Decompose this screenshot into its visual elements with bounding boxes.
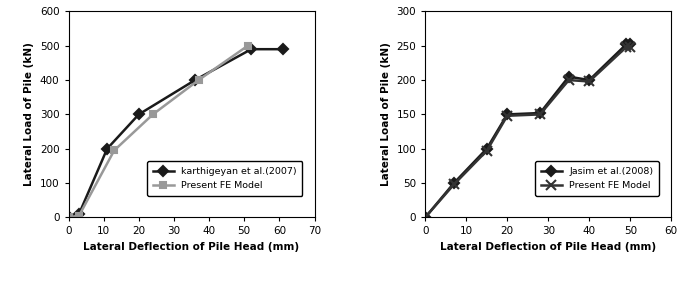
karthigeyan et al.(2007): [103, 147, 111, 150]
Present FE Model: [195, 78, 203, 82]
Present FE Model: [622, 45, 630, 49]
karthigeyan et al.(2007): [135, 113, 143, 116]
Present FE Model: [483, 149, 491, 152]
Jasim et al.(2008): [450, 181, 458, 185]
Line: Present FE Model: Present FE Model: [65, 42, 251, 221]
Line: Jasim et al.(2008): Jasim et al.(2008): [422, 41, 634, 221]
karthigeyan et al.(2007): [64, 216, 73, 219]
Jasim et al.(2008): [421, 216, 429, 219]
Jasim et al.(2008): [564, 75, 573, 78]
Y-axis label: Lateral Load of Pile (kN): Lateral Load of Pile (kN): [381, 42, 391, 186]
Legend: Jasim et al.(2008), Present FE Model: Jasim et al.(2008), Present FE Model: [536, 161, 659, 196]
Present FE Model: [536, 113, 544, 116]
Present FE Model: [450, 183, 458, 186]
Present FE Model: [503, 114, 512, 118]
Line: Present FE Model: Present FE Model: [421, 42, 635, 222]
Present FE Model: [64, 216, 73, 219]
Present FE Model: [585, 80, 593, 83]
Jasim et al.(2008): [503, 113, 512, 116]
Legend: karthigeyan et al.(2007), Present FE Model: karthigeyan et al.(2007), Present FE Mod…: [147, 161, 303, 196]
Jasim et al.(2008): [483, 147, 491, 150]
Y-axis label: Lateral Load of Pile (kN): Lateral Load of Pile (kN): [24, 42, 34, 186]
karthigeyan et al.(2007): [75, 212, 83, 216]
X-axis label: Lateral Deflection of Pile Head (mm): Lateral Deflection of Pile Head (mm): [440, 242, 656, 252]
Jasim et al.(2008): [585, 78, 593, 82]
Present FE Model: [75, 214, 83, 217]
karthigeyan et al.(2007): [279, 47, 287, 51]
Present FE Model: [110, 149, 119, 152]
Jasim et al.(2008): [622, 43, 630, 46]
Present FE Model: [244, 44, 252, 47]
Present FE Model: [626, 45, 634, 49]
Present FE Model: [149, 113, 157, 116]
karthigeyan et al.(2007): [247, 47, 256, 51]
X-axis label: Lateral Deflection of Pile Head (mm): Lateral Deflection of Pile Head (mm): [84, 242, 299, 252]
Present FE Model: [421, 216, 429, 219]
karthigeyan et al.(2007): [191, 78, 199, 82]
Line: karthigeyan et al.(2007): karthigeyan et al.(2007): [65, 46, 286, 221]
Jasim et al.(2008): [536, 111, 544, 115]
Jasim et al.(2008): [626, 43, 634, 46]
Present FE Model: [564, 78, 573, 82]
